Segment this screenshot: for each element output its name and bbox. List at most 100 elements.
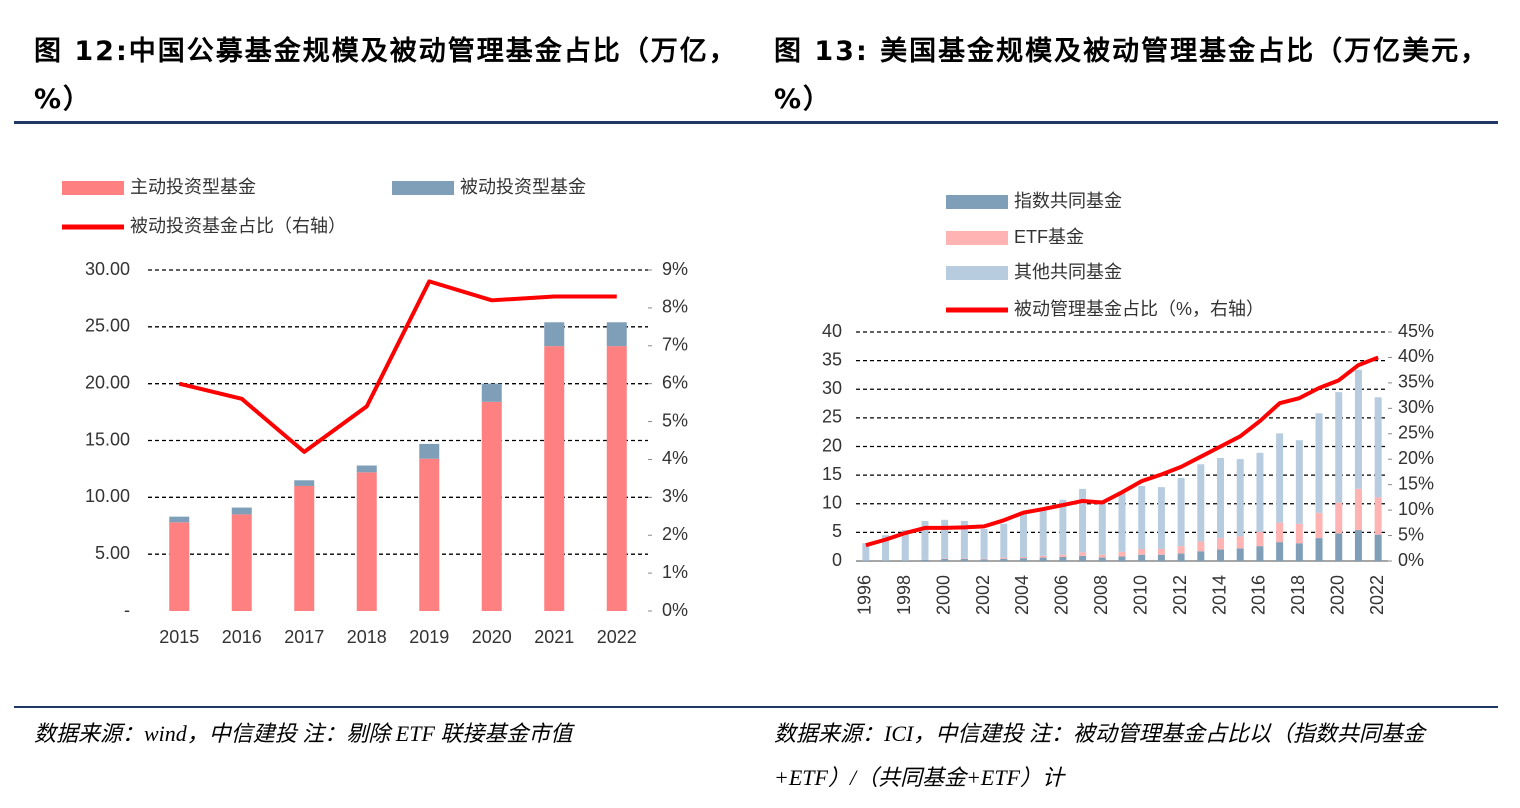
x-tick-label: 2022 <box>597 627 637 647</box>
bar <box>294 485 315 611</box>
footer-rule <box>14 706 1498 708</box>
chart-title: 图 13: 美国基金规模及被动管理基金占比（万亿美元，%） <box>774 36 1490 115</box>
bar <box>1000 557 1008 559</box>
bar <box>1315 512 1323 539</box>
bar <box>1138 486 1146 549</box>
bar <box>941 519 949 559</box>
bar <box>1295 440 1303 524</box>
bar <box>1217 538 1225 550</box>
bar <box>1197 551 1205 561</box>
bar <box>960 558 968 559</box>
x-tick-label: 2000 <box>933 575 953 615</box>
x-tick-label: 2018 <box>347 627 387 647</box>
y2-tick-label: 10% <box>1398 499 1434 519</box>
bar <box>1217 549 1225 561</box>
line <box>178 279 617 454</box>
bar <box>1335 502 1343 534</box>
bar <box>1256 531 1264 547</box>
source-note: 数据来源：wind，中信建投 注：剔除 ETF 联接基金市值 <box>34 721 573 746</box>
bar <box>1118 492 1126 552</box>
bar <box>1276 522 1284 543</box>
bar <box>231 507 252 515</box>
x-tick-label: 2012 <box>1170 575 1190 615</box>
y2-tick-label: 30% <box>1398 397 1434 417</box>
y2-tick-label: 3% <box>662 486 688 506</box>
y2-tick-label: 35% <box>1398 372 1434 392</box>
bar <box>1217 457 1225 539</box>
bar <box>169 516 190 523</box>
y2-tick-label: 45% <box>1398 321 1434 341</box>
x-tick-label: 1996 <box>855 575 875 615</box>
bar <box>980 559 988 561</box>
x-tick-label: 2014 <box>1209 575 1229 615</box>
x-tick-label: 2004 <box>1012 575 1032 615</box>
bar <box>1177 546 1185 554</box>
legend-swatch <box>946 195 1008 209</box>
bar <box>419 458 440 611</box>
line <box>865 355 1379 548</box>
y-tick-label: 10 <box>822 493 842 513</box>
legend-label: 其他共同基金 <box>1014 262 1122 282</box>
legend-swatch <box>392 181 454 195</box>
bar <box>1059 554 1067 557</box>
legend-label: 被动投资型基金 <box>460 177 586 197</box>
x-tick-label: 2015 <box>159 627 199 647</box>
y2-tick-label: 4% <box>662 448 688 468</box>
bar <box>1019 556 1027 559</box>
y-tick-label: 0 <box>832 550 842 570</box>
y-tick-label: 25.00 <box>85 316 130 336</box>
x-tick-label: 1998 <box>894 575 914 615</box>
y2-tick-label: 25% <box>1398 423 1434 443</box>
y-tick-label: 20.00 <box>85 372 130 392</box>
y-tick-label: 30 <box>822 378 842 398</box>
x-tick-label: 2018 <box>1288 575 1308 615</box>
bar <box>862 560 870 561</box>
bar <box>1098 503 1106 555</box>
bar <box>1354 530 1362 561</box>
bar <box>1315 413 1323 513</box>
bar <box>606 322 627 347</box>
bar <box>1197 464 1205 542</box>
y2-tick-label: 0% <box>662 600 688 620</box>
bar <box>169 522 190 611</box>
x-tick-label: 2020 <box>1327 575 1347 615</box>
legend-swatch <box>946 231 1008 245</box>
x-tick-label: 2020 <box>472 627 512 647</box>
bar <box>1079 552 1087 556</box>
y-tick-label: 40 <box>822 321 842 341</box>
bar <box>1098 554 1106 558</box>
bar <box>941 558 949 559</box>
bar <box>921 520 929 560</box>
x-tick-label: 2016 <box>1249 575 1269 615</box>
y-tick-label: 25 <box>822 407 842 427</box>
bar <box>1157 487 1165 549</box>
bar <box>231 514 252 611</box>
bar <box>1000 558 1008 561</box>
x-tick-label: 2008 <box>1091 575 1111 615</box>
bar <box>941 558 949 561</box>
bar <box>481 383 502 402</box>
y-tick-label: 5 <box>832 521 842 541</box>
y-tick-label: 30.00 <box>85 259 130 279</box>
bar <box>901 560 909 561</box>
y2-tick-label: 40% <box>1398 346 1434 366</box>
y2-tick-label: 8% <box>662 297 688 317</box>
x-tick-label: 2016 <box>222 627 262 647</box>
bar <box>1354 488 1362 531</box>
legend-swatch <box>946 266 1008 280</box>
bar <box>1354 369 1362 489</box>
bar <box>882 535 890 561</box>
bar <box>1138 554 1146 561</box>
y-tick-label: 10.00 <box>85 486 130 506</box>
bar <box>921 559 929 561</box>
bar <box>1335 533 1343 561</box>
bar <box>1177 477 1185 547</box>
y-tick-label: 5.00 <box>95 543 130 563</box>
bar <box>1039 510 1047 556</box>
bar <box>960 558 968 561</box>
bar <box>419 443 440 459</box>
bar <box>1059 556 1067 561</box>
bar <box>1019 514 1027 557</box>
bar <box>294 480 315 486</box>
